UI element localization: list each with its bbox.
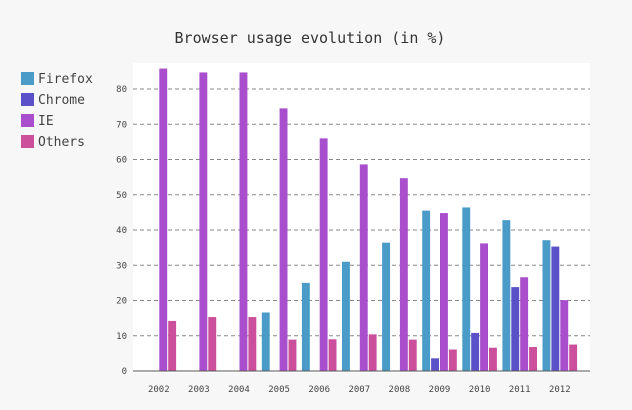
bar-ie-2004[interactable] bbox=[239, 72, 248, 372]
bar-firefox-2012[interactable] bbox=[542, 240, 551, 371]
x-tick-label: 2004 bbox=[228, 385, 250, 395]
bar-firefox-2011[interactable] bbox=[502, 220, 511, 371]
bar-others-2003[interactable] bbox=[208, 317, 217, 371]
bar-ie-2011[interactable] bbox=[520, 277, 529, 371]
bar-others-2002[interactable] bbox=[168, 320, 177, 371]
bar-firefox-2005[interactable] bbox=[261, 312, 270, 371]
bar-firefox-2008[interactable] bbox=[382, 242, 390, 371]
bar-others-2011[interactable] bbox=[529, 347, 537, 371]
x-tick-label: 2002 bbox=[148, 385, 170, 395]
x-tick-labels: 2002 2003 2004 2005 2006 2007 2008 2009 2010 2011… bbox=[148, 385, 571, 395]
y-tick-label: 40 bbox=[116, 226, 127, 236]
y-tick-labels: 0 10 20 30 40 50 60 70 80 bbox=[116, 85, 127, 377]
bar-ie-2007[interactable] bbox=[359, 164, 368, 371]
chart-title: Browser usage evolution (in %) bbox=[175, 29, 446, 47]
x-tick-label: 2003 bbox=[188, 385, 210, 395]
bar-others-2008[interactable] bbox=[408, 339, 417, 371]
bar-firefox-2009[interactable] bbox=[422, 210, 431, 371]
bar-others-2004[interactable] bbox=[248, 317, 257, 371]
y-tick-label: 10 bbox=[116, 332, 127, 342]
bar-others-2009[interactable] bbox=[448, 349, 457, 371]
x-tick-label: 2009 bbox=[429, 385, 451, 395]
bar-ie-2012[interactable] bbox=[560, 300, 569, 371]
x-tick-label: 2010 bbox=[469, 385, 491, 395]
bar-others-2006[interactable] bbox=[328, 339, 337, 371]
y-tick-label: 0 bbox=[122, 367, 127, 377]
legend-swatch-ie[interactable] bbox=[21, 114, 34, 127]
legend-label-firefox[interactable]: Firefox bbox=[38, 72, 93, 87]
bar-ie-2008[interactable] bbox=[399, 178, 408, 371]
bar-others-2012[interactable] bbox=[569, 344, 578, 371]
bar-ie-2010[interactable] bbox=[480, 243, 488, 371]
legend-swatch-firefox[interactable] bbox=[21, 72, 34, 85]
bar-firefox-2010[interactable] bbox=[462, 207, 471, 371]
x-tick-label: 2012 bbox=[549, 385, 571, 395]
x-tick-label: 2011 bbox=[509, 385, 531, 395]
legend-label-others[interactable]: Others bbox=[38, 135, 85, 150]
bars bbox=[159, 68, 578, 372]
bar-chrome-2011[interactable] bbox=[511, 287, 520, 371]
y-tick-label: 70 bbox=[116, 120, 127, 130]
bar-ie-2003[interactable] bbox=[199, 72, 208, 372]
legend: Firefox Chrome IE Others bbox=[21, 72, 93, 150]
x-tick-label: 2006 bbox=[308, 385, 330, 395]
y-tick-label: 80 bbox=[116, 85, 127, 95]
bar-others-2005[interactable] bbox=[288, 339, 297, 371]
bar-others-2010[interactable] bbox=[489, 347, 497, 371]
y-tick-label: 30 bbox=[116, 261, 127, 271]
bar-chrome-2012[interactable] bbox=[551, 246, 560, 371]
x-tick-label: 2005 bbox=[268, 385, 290, 395]
x-tick-label: 2008 bbox=[389, 385, 411, 395]
bar-chrome-2009[interactable] bbox=[431, 358, 439, 371]
bar-chrome-2010[interactable] bbox=[471, 332, 480, 371]
legend-swatch-chrome[interactable] bbox=[21, 93, 34, 106]
legend-label-ie[interactable]: IE bbox=[38, 114, 54, 129]
bar-firefox-2007[interactable] bbox=[342, 261, 350, 371]
x-tick-label: 2007 bbox=[348, 385, 370, 395]
y-tick-label: 50 bbox=[116, 191, 127, 201]
legend-label-chrome[interactable]: Chrome bbox=[38, 93, 85, 108]
bar-ie-2009[interactable] bbox=[440, 213, 448, 371]
bar-firefox-2006[interactable] bbox=[301, 282, 310, 371]
y-tick-label: 60 bbox=[116, 156, 127, 166]
y-tick-label: 20 bbox=[116, 297, 127, 307]
bar-others-2007[interactable] bbox=[368, 334, 377, 371]
legend-swatch-others[interactable] bbox=[21, 135, 34, 148]
bar-ie-2006[interactable] bbox=[319, 138, 328, 371]
bar-ie-2002[interactable] bbox=[159, 68, 168, 372]
bar-ie-2005[interactable] bbox=[279, 108, 288, 371]
